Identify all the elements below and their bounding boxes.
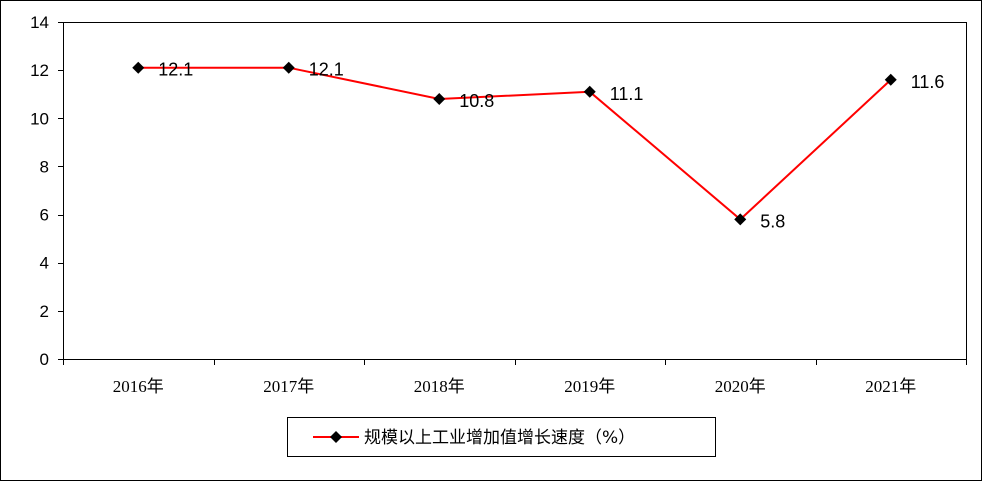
y-tick-label: 2 (40, 302, 49, 321)
y-tick-label: 0 (40, 350, 49, 369)
x-tick-label: 2018年 (414, 377, 465, 396)
data-label: 10.8 (459, 91, 494, 111)
data-point-marker (433, 93, 446, 106)
data-point-marker (734, 213, 747, 226)
x-tick-label: 2020年 (715, 377, 766, 396)
data-label: 12.1 (309, 60, 344, 80)
x-tick-label: 2019年 (564, 377, 615, 396)
x-tick-label: 2017年 (263, 377, 314, 396)
data-point-marker (132, 61, 145, 74)
y-tick-label: 12 (30, 61, 49, 80)
legend-label: 规模以上工业增加值增长速度（%） (364, 428, 635, 448)
data-point-marker (884, 73, 897, 86)
series-layer: 12.1 12.1 10.8 11.1 5.8 11.6 (132, 60, 945, 231)
data-label: 5.8 (760, 211, 785, 231)
y-tick-label: 10 (30, 109, 49, 128)
y-tick-label: 4 (40, 254, 49, 273)
data-label: 11.1 (610, 84, 644, 104)
plot-area (63, 22, 967, 360)
y-axis: 0 2 4 6 8 10 12 14 (30, 13, 63, 369)
x-tick-label: 2021年 (865, 377, 916, 396)
legend-marker-diamond (330, 431, 342, 443)
series-line (138, 66, 892, 221)
y-tick-label: 8 (40, 157, 49, 176)
y-tick-label: 6 (40, 206, 49, 225)
data-label: 11.6 (911, 72, 945, 92)
plot-border (63, 22, 967, 360)
y-tick-label: 14 (30, 13, 49, 32)
x-tick-label: 2016年 (113, 377, 164, 396)
data-point-marker (282, 61, 295, 74)
data-label: 12.1 (158, 60, 193, 80)
data-point-marker (583, 85, 596, 98)
legend: 规模以上工业增加值增长速度（%） (287, 417, 716, 457)
x-axis: 2016年 2017年 2018年 2019年 2020年 2021年 (63, 359, 967, 396)
